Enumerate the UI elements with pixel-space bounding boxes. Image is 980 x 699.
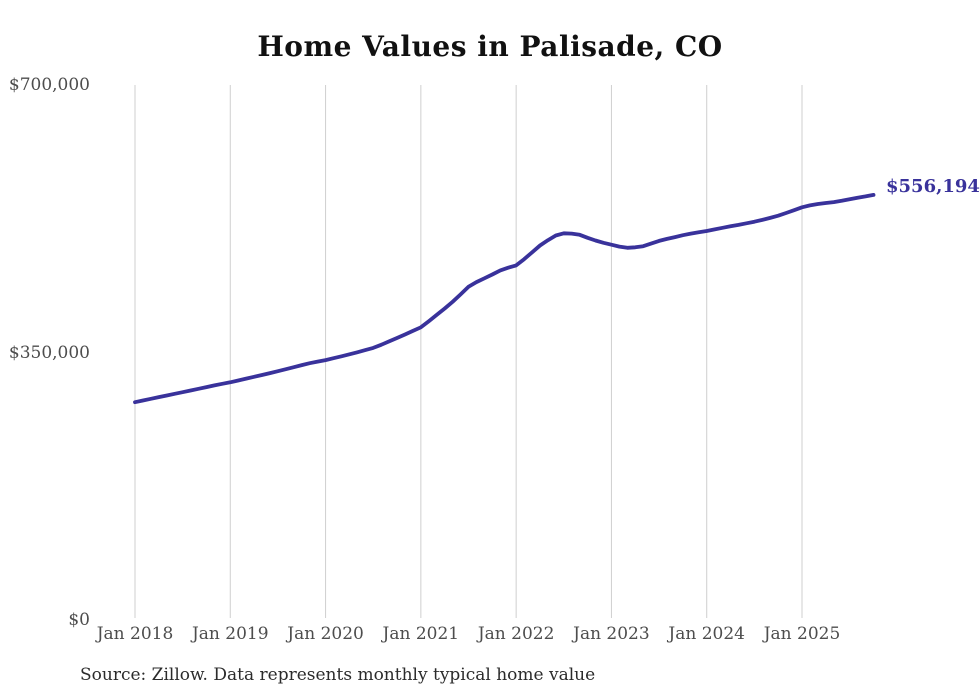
y-axis-tick-label: $0 bbox=[68, 610, 90, 630]
home-value-line-series bbox=[133, 192, 876, 405]
y-axis-tick-label: $700,000 bbox=[8, 75, 90, 95]
chart-title: Home Values in Palisade, CO bbox=[257, 30, 723, 63]
x-axis-tick-label: Jan 2022 bbox=[477, 624, 555, 644]
x-axis-tick-label: Jan 2019 bbox=[191, 624, 269, 644]
y-axis-tick-label: $350,000 bbox=[8, 342, 90, 363]
x-axis-tick-label: Jan 2021 bbox=[382, 624, 460, 644]
current-value-label: $556,194 bbox=[886, 176, 980, 197]
source-note: Source: Zillow. Data represents monthly … bbox=[80, 665, 596, 685]
x-axis-tick-label: Jan 2023 bbox=[573, 624, 650, 644]
x-axis-tick-label: Jan 2025 bbox=[763, 624, 841, 644]
x-axis-tick-label: Jan 2024 bbox=[668, 624, 745, 644]
x-axis-tick-label: Jan 2020 bbox=[287, 624, 364, 644]
gridlines bbox=[134, 85, 803, 618]
x-axis-tick-label: Jan 2018 bbox=[96, 624, 174, 644]
